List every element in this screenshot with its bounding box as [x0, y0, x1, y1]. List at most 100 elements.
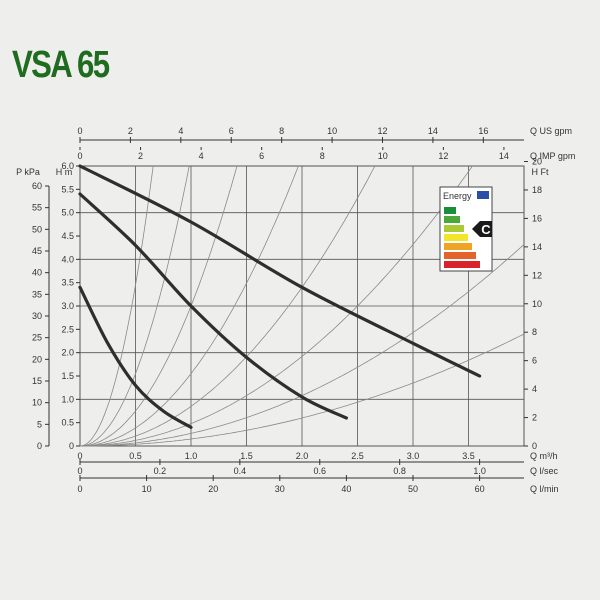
imp-gpm-tick-label: 6: [259, 151, 264, 161]
system-curve: [79, 165, 238, 447]
lmin-tick-label: 30: [275, 484, 285, 494]
lmin-axis-label: Q l/min: [530, 484, 559, 494]
imp-gpm-axis-label: Q IMP gpm: [530, 151, 575, 161]
feet-tick-label: 0: [532, 441, 537, 451]
us-gpm-tick-label: 4: [178, 126, 183, 136]
head-tick-label: 1.0: [61, 394, 74, 404]
head-tick-label: 2.5: [61, 324, 74, 334]
pressure-tick-label: 55: [32, 203, 42, 213]
x-tick-label: 3.0: [407, 451, 420, 461]
feet-tick-label: 10: [532, 299, 542, 309]
lmin-tick-label: 40: [341, 484, 351, 494]
imp-gpm-tick-label: 2: [138, 151, 143, 161]
us-gpm-tick-label: 2: [128, 126, 133, 136]
pressure-tick-label: 0: [37, 441, 42, 451]
pressure-tick-label: 5: [37, 419, 42, 429]
system-curve: [80, 333, 525, 447]
lsec-tick-label: 0.8: [393, 466, 406, 476]
feet-tick-label: 18: [532, 185, 542, 195]
pressure-tick-label: 50: [32, 224, 42, 234]
energy-class-value: C: [481, 222, 491, 237]
lsec-tick-label: 0: [77, 466, 82, 476]
us-gpm-tick-label: 10: [327, 126, 337, 136]
chart-title: VSA 65: [12, 44, 110, 86]
energy-class-bar: [444, 216, 460, 223]
pressure-tick-label: 30: [32, 311, 42, 321]
energy-class-bar: [444, 234, 468, 241]
head-tick-label: 2.0: [61, 348, 74, 358]
pressure-tick-label: 60: [32, 181, 42, 191]
feet-tick-label: 6: [532, 356, 537, 366]
pressure-axis-label: P kPa: [16, 167, 40, 177]
head-tick-label: 0.5: [61, 418, 74, 428]
pressure-tick-label: 15: [32, 376, 42, 386]
system-curve: [80, 165, 473, 447]
feet-tick-label: 2: [532, 413, 537, 423]
pressure-tick-label: 25: [32, 333, 42, 343]
lmin-tick-label: 10: [142, 484, 152, 494]
head-axis-label: H m: [56, 167, 73, 177]
x-tick-label: 2.0: [296, 451, 309, 461]
lsec-tick-label: 1.0: [473, 466, 486, 476]
us-gpm-tick-label: 8: [279, 126, 284, 136]
x-tick-label: 0: [77, 451, 82, 461]
energy-class-arrow: [472, 221, 492, 237]
energy-class-bar: [444, 252, 476, 259]
lmin-tick-label: 0: [77, 484, 82, 494]
system-curve: [79, 165, 190, 447]
head-tick-label: 4.5: [61, 231, 74, 241]
system-curve: [80, 165, 376, 447]
pressure-tick-label: 10: [32, 398, 42, 408]
x-tick-label: 3.5: [462, 451, 475, 461]
energy-class-bar: [444, 225, 464, 232]
feet-tick-label: 16: [532, 213, 542, 223]
lsec-axis-label: Q l/sec: [530, 466, 559, 476]
x-tick-label: 2.5: [351, 451, 364, 461]
head-tick-label: 0: [69, 441, 74, 451]
lsec-tick-label: 0.6: [314, 466, 327, 476]
lsec-tick-label: 0.4: [234, 466, 247, 476]
lsec-tick-label: 0.2: [154, 466, 167, 476]
imp-gpm-tick-label: 0: [77, 151, 82, 161]
feet-tick-label: 12: [532, 270, 542, 280]
head-tick-label: 5.0: [61, 208, 74, 218]
pressure-tick-label: 40: [32, 268, 42, 278]
us-gpm-tick-label: 14: [428, 126, 438, 136]
energy-class-bar: [444, 261, 480, 268]
us-gpm-tick-label: 12: [377, 126, 387, 136]
us-gpm-axis-label: Q US gpm: [530, 126, 572, 136]
imp-gpm-tick-label: 14: [499, 151, 509, 161]
lmin-tick-label: 20: [208, 484, 218, 494]
pump-curve-speed-2: [78, 192, 348, 420]
pressure-tick-label: 35: [32, 289, 42, 299]
imp-gpm-tick-label: 10: [378, 151, 388, 161]
pump-curve-speed-1: [78, 285, 193, 429]
us-gpm-tick-label: 0: [77, 126, 82, 136]
x-tick-label: 1.5: [240, 451, 253, 461]
feet-tick-label: 14: [532, 242, 542, 252]
lmin-tick-label: 50: [408, 484, 418, 494]
eu-flag-icon: [477, 191, 489, 199]
head-tick-label: 3.0: [61, 301, 74, 311]
energy-class-bar: [444, 243, 472, 250]
imp-gpm-tick-label: 8: [320, 151, 325, 161]
feet-tick-label: 8: [532, 327, 537, 337]
head-tick-label: 6.0: [61, 161, 74, 171]
pressure-tick-label: 20: [32, 354, 42, 364]
energy-class-bar: [444, 207, 456, 214]
lmin-tick-label: 60: [475, 484, 485, 494]
us-gpm-tick-label: 16: [478, 126, 488, 136]
feet-tick-label: 4: [532, 384, 537, 394]
x-tick-label: 0.5: [129, 451, 142, 461]
imp-gpm-tick-label: 4: [199, 151, 204, 161]
x-tick-label: 1.0: [185, 451, 198, 461]
pressure-tick-label: 45: [32, 246, 42, 256]
head-tick-label: 3.5: [61, 278, 74, 288]
head-tick-label: 5.5: [61, 184, 74, 194]
us-gpm-tick-label: 6: [229, 126, 234, 136]
system-curve: [80, 165, 299, 447]
pump-curve-speed-3: [78, 164, 482, 378]
feet-axis-label: H Ft: [532, 167, 549, 177]
head-tick-label: 4.0: [61, 254, 74, 264]
